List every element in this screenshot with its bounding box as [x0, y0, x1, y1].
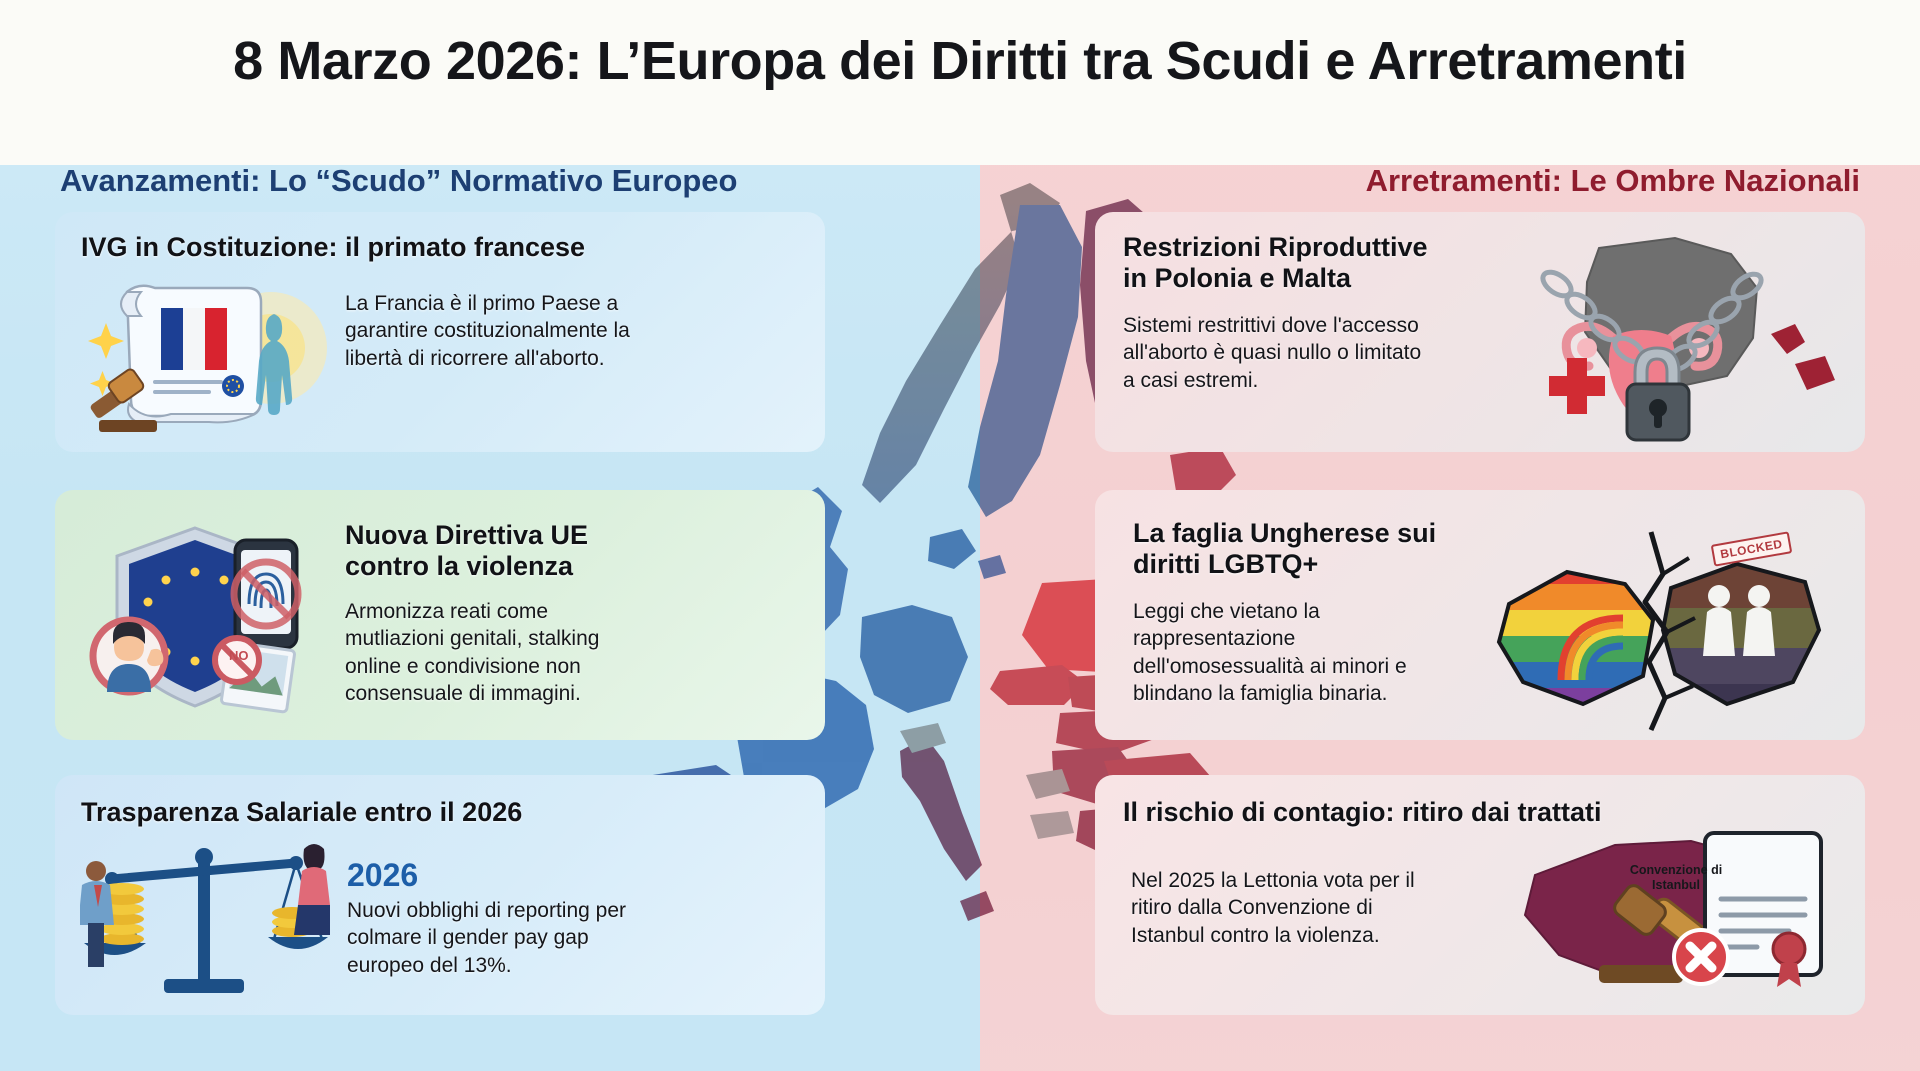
eu-shield-phone-no-photo-icon: [89, 526, 302, 714]
card-faglia-ungherese-lgbtq[interactable]: BLOCKED La faglia Ungherese sui diritti …: [1095, 490, 1865, 740]
no-badge-label: NO: [229, 648, 249, 663]
page-title: 8 Marzo 2026: L’Europa dei Diritti tra S…: [233, 31, 1687, 91]
poland-map-chain-padlock-uterus-icon: [1540, 236, 1835, 442]
card-restrizioni-riproduttive[interactable]: Restrizioni Riproduttive in Polonia e Ma…: [1095, 212, 1865, 452]
card-heading: Restrizioni Riproduttive in Polonia e Ma…: [1123, 232, 1428, 294]
card-body: Nel 2025 la Lettonia vota per il ritiro …: [1131, 869, 1415, 947]
right-column-subtitle: Arretramenti: Le Ombre Nazionali: [1365, 163, 1860, 198]
card-body: Sistemi restrittivi dove l'accesso all'a…: [1123, 314, 1422, 392]
left-column-subtitle: Avanzamenti: Lo “Scudo” Normativo Europe…: [60, 163, 738, 198]
card-trasparenza-salariale[interactable]: 13% gender pay gap Trasparenza Salariale…: [55, 775, 825, 1015]
card-heading: La faglia Ungherese sui diritti LGBTQ+: [1133, 518, 1437, 580]
card-ivg-costituzione[interactable]: IVG in Costituzione: il primato francese…: [55, 212, 825, 452]
card-body: Nuovi obblighi di reporting per colmare …: [347, 899, 626, 977]
scroll-french-flag-gavel-woman-icon: [88, 284, 327, 432]
card-heading: Il rischio di contagio: ritiro dai tratt…: [1123, 797, 1602, 827]
card-ritiro-trattati[interactable]: Convenzione di Istanbul Il rischio di co…: [1095, 775, 1865, 1015]
treaty-document-title: Convenzione di Istanbul: [1629, 863, 1723, 892]
latvia-map-gavel-treaty-document-icon: [1523, 831, 1823, 987]
balance-scale-pay-gap-icon: [80, 844, 330, 993]
card-heading: Nuova Direttiva UE contro la violenza: [345, 520, 589, 582]
card-body: Leggi che vietano la rappresentazione de…: [1133, 600, 1407, 705]
card-stat-year: 2026: [347, 857, 419, 893]
card-heading: Trasparenza Salariale entro il 2026: [81, 797, 523, 827]
card-direttiva-ue-violenza[interactable]: NO Nuova Direttiva UE contro la violenza…: [55, 490, 825, 740]
card-body: Armonizza reati come mutliazioni genital…: [345, 600, 600, 705]
card-body: La Francia è il primo Paese a garantire …: [345, 292, 630, 370]
hungary-map-rainbow-crack-blocked-icon: [1496, 531, 1822, 732]
card-heading: IVG in Costituzione: il primato francese: [81, 232, 586, 262]
